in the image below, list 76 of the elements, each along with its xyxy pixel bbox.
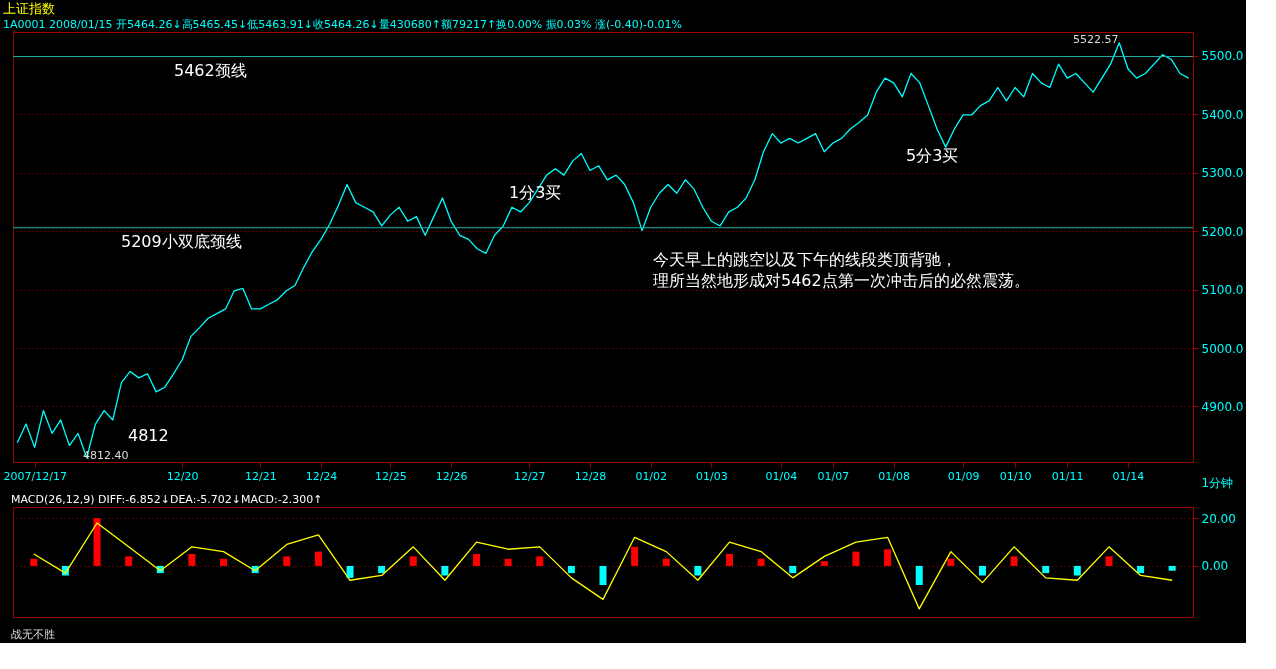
bar [1010, 556, 1018, 566]
bar [346, 565, 354, 578]
chart-title: 上证指数 [2, 1, 55, 16]
bar [188, 554, 196, 566]
bar [220, 558, 228, 566]
x-tick-label: 12/25 [375, 469, 407, 483]
x-tick-label: 01/08 [878, 469, 911, 483]
annotation: 今天早上的跳空以及下午的线段类顶背驰， [653, 250, 957, 269]
annotation: 4812.40 [83, 449, 129, 462]
x-tick-label: 12/21 [244, 469, 277, 483]
bar [915, 565, 923, 586]
bar [631, 546, 639, 566]
x-tick-label: 12/28 [574, 469, 607, 483]
y-tick-label: 5200.0 [1201, 224, 1244, 239]
annotation: 5分3买 [906, 146, 959, 165]
bar [314, 551, 322, 566]
chart-title: MACD(26,12,9) DIFF:-6.852↓DEA:-5.702↓MACD:-2.300↑ [11, 493, 323, 506]
annotation: 理所当然地形成对5462点第一次冲击后的必然震荡。 [653, 271, 1030, 290]
chart-subtitle: 1A0001 2008/01/15 开5464.26↓高5465.45↓低5463.91↓收5464.26↓量430680↑额79217↑换0.00% 振0.03% 涨(-0.40)-0.01% [2, 18, 682, 31]
y-tick-label: 4900.0 [1201, 400, 1244, 414]
y-tick-label: 20.00 [1201, 511, 1236, 526]
bar [409, 556, 417, 566]
x-tick-label: 12/20 [166, 469, 199, 483]
y-tick-label: 5300.0 [1201, 166, 1244, 181]
bar [504, 558, 512, 566]
x-tick-label: 12/26 [435, 469, 468, 483]
bar [378, 565, 386, 574]
y-tick-label: 5400.0 [1201, 107, 1244, 122]
annotation: 4812 [128, 426, 169, 445]
x-tick-label: 01/03 [696, 469, 728, 483]
bar [599, 565, 607, 586]
x-tick-label: 01/11 [1051, 469, 1084, 483]
bar [662, 558, 670, 566]
bar [947, 558, 955, 566]
bar [694, 565, 702, 576]
bar [1073, 565, 1081, 576]
x-tick-label: 12/24 [305, 469, 338, 483]
bar [789, 565, 797, 574]
bar [93, 518, 101, 566]
bar [536, 556, 544, 566]
bar [884, 549, 892, 566]
x-tick-label: 01/14 [1112, 469, 1145, 483]
x-tick-label: 2007/12/17 [3, 469, 67, 483]
bar [852, 551, 860, 566]
x-axis-title: 1分钟 [1201, 475, 1234, 490]
annotation: 5522.57 [1073, 33, 1119, 46]
line-series [33, 522, 1173, 610]
annotation: 1分3买 [509, 183, 562, 202]
bar [1105, 556, 1113, 566]
line-series [16, 42, 1190, 459]
bar [473, 554, 481, 566]
bar [978, 565, 986, 576]
bar [1042, 565, 1050, 574]
y-tick-label: 5100.0 [1201, 283, 1244, 298]
text: 战无不胜 [11, 628, 55, 641]
y-tick-label: 5000.0 [1201, 341, 1244, 356]
ref-line-label: 5209小双底颈线 [121, 231, 242, 251]
x-tick-label: 01/07 [817, 469, 850, 483]
bar [125, 556, 133, 566]
bar [567, 565, 575, 574]
x-tick-label: 12/27 [513, 469, 546, 483]
bar [820, 561, 828, 566]
bar [757, 558, 765, 566]
ref-line-label: 5462颈线 [174, 60, 247, 80]
bar [1137, 565, 1145, 574]
y-tick-label: 5500.0 [1201, 49, 1244, 64]
x-tick-label: 01/04 [765, 469, 798, 483]
bar [1168, 565, 1176, 571]
y-tick-label: 0.00 [1201, 559, 1229, 574]
bar [725, 554, 733, 566]
x-tick-label: 01/02 [635, 469, 668, 483]
bar [441, 565, 449, 576]
x-tick-label: 01/10 [999, 469, 1032, 483]
bar [30, 558, 38, 566]
bar [283, 556, 291, 566]
x-tick-label: 01/09 [947, 469, 980, 483]
